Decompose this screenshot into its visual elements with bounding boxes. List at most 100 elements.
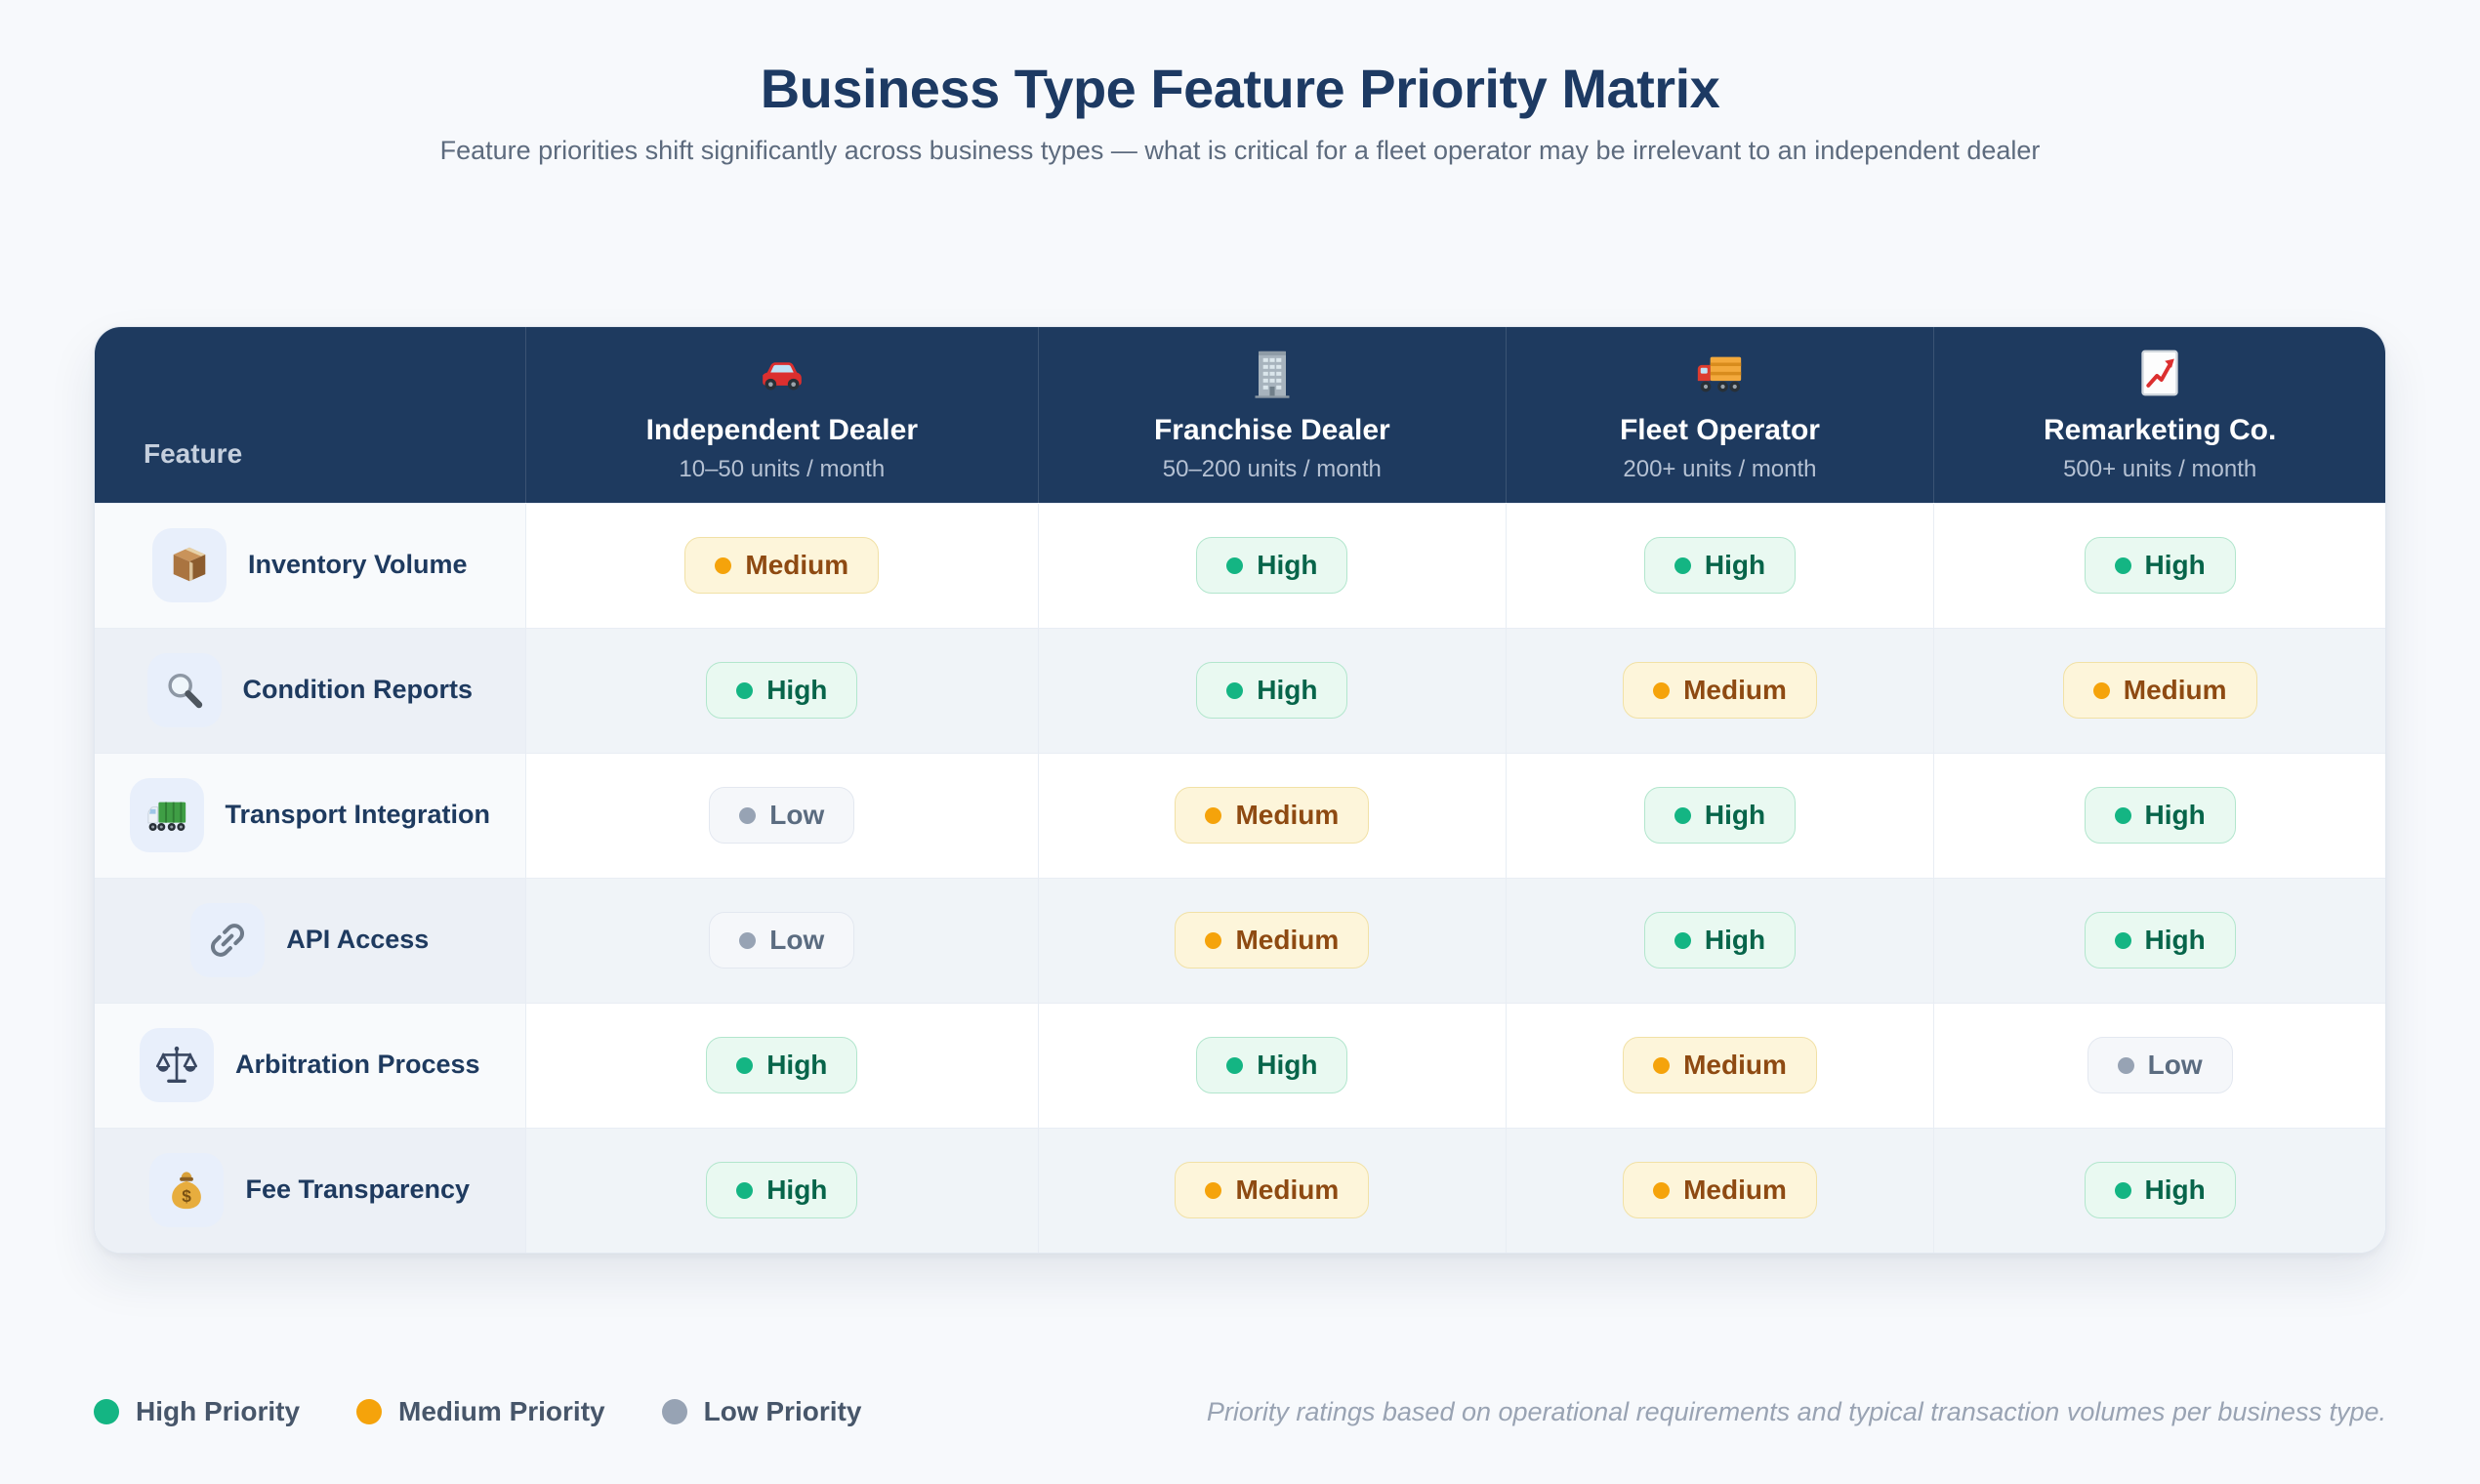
priority-dot-icon <box>2114 1181 2131 1199</box>
priority-cell: High <box>524 1002 1039 1128</box>
priority-label: High <box>2144 1175 2206 1206</box>
legend-item: High Priority <box>94 1396 300 1427</box>
legend-items: High Priority Medium Priority Low Priori… <box>94 1396 861 1427</box>
legend-item: Medium Priority <box>356 1396 605 1427</box>
column-header: Independent Dealer 10–50 units / month <box>524 327 1039 503</box>
priority-badge-medium: Medium <box>1623 1037 1817 1093</box>
column-volume: 500+ units / month <box>2063 456 2257 483</box>
priority-label: Medium <box>1683 1050 1787 1080</box>
priority-cell: High <box>524 627 1039 753</box>
priority-label: Low <box>2147 1050 2203 1080</box>
feature-content: Arbitration Process <box>139 1028 480 1102</box>
feature-column-header: Feature <box>95 327 526 503</box>
priority-cell: High <box>1505 752 1934 878</box>
priority-dot-icon <box>1674 556 1691 574</box>
priority-badge-medium: Medium <box>1175 1162 1370 1219</box>
priority-label: High <box>766 1175 828 1206</box>
priority-label: High <box>1257 675 1318 705</box>
priority-badge-high: High <box>2084 912 2236 969</box>
priority-dot-icon <box>1226 1056 1244 1074</box>
priority-cell: High <box>1038 627 1507 753</box>
feature-label: Condition Reports <box>242 675 474 705</box>
table-row: Arbitration Process High High Medium Low <box>95 1002 2385 1128</box>
priority-dot-icon <box>736 1056 754 1074</box>
priority-dot-icon <box>739 806 757 824</box>
svg-text:$: $ <box>183 1186 192 1206</box>
priority-badge-medium: Medium <box>1623 662 1817 719</box>
column-volume: 50–200 units / month <box>1162 456 1382 483</box>
priority-dot-icon <box>2114 806 2131 824</box>
priority-cell: High <box>1933 877 2385 1003</box>
priority-label: High <box>2144 925 2206 955</box>
page-subtitle: Feature priorities shift significantly a… <box>439 136 2041 165</box>
priority-label: High <box>766 1050 828 1080</box>
priority-badge-low: Low <box>709 787 855 844</box>
priority-label: Medium <box>1683 675 1787 705</box>
money-bag-icon: $ <box>149 1153 225 1228</box>
red-car-icon <box>755 346 809 400</box>
priority-badge-high: High <box>1196 537 1348 594</box>
priority-matrix-table: Feature Independent Dealer 10–50 units /… <box>95 327 2385 1253</box>
priority-label: Medium <box>1683 1175 1787 1206</box>
priority-cell: High <box>1038 1002 1507 1128</box>
header-row: Feature Independent Dealer 10–50 units /… <box>95 327 2385 503</box>
delivery-truck-icon <box>1692 346 1747 400</box>
priority-badge-high: High <box>1643 537 1797 594</box>
column-volume: 200+ units / month <box>1623 456 1817 483</box>
priority-dot-icon <box>2092 681 2110 699</box>
priority-cell: High <box>1505 502 1934 628</box>
priority-dot-icon <box>2117 1056 2134 1074</box>
priority-label: Low <box>769 925 825 955</box>
priority-cell: Medium <box>524 502 1039 628</box>
link-icon <box>190 903 266 977</box>
column-name: Independent Dealer <box>645 414 918 447</box>
priority-label: Medium <box>1235 800 1340 830</box>
priority-cell: Medium <box>1505 1127 1934 1253</box>
priority-dot-icon <box>1226 556 1244 574</box>
priority-dot-icon <box>2114 931 2131 949</box>
priority-dot-icon <box>739 931 757 949</box>
feature-label: Inventory Volume <box>248 550 468 580</box>
priority-label: High <box>2144 800 2206 830</box>
feature-cell: $ Fee Transparency <box>95 1127 526 1253</box>
feature-content: Condition Reports <box>146 653 474 727</box>
office-building-icon <box>1245 346 1300 400</box>
priority-label: Medium <box>2123 675 2227 705</box>
priority-dot-icon <box>1653 1056 1671 1074</box>
priority-badge-high: High <box>706 1037 858 1093</box>
priority-badge-high: High <box>1196 1037 1348 1093</box>
priority-label: High <box>1257 550 1318 580</box>
feature-cell: Inventory Volume <box>95 502 526 628</box>
priority-badge-medium: Medium <box>1175 787 1370 844</box>
priority-cell: Medium <box>1933 627 2385 753</box>
feature-label: API Access <box>286 925 430 955</box>
priority-dot-icon <box>715 556 732 574</box>
priority-cell: Medium <box>1505 627 1934 753</box>
priority-dot-icon <box>1674 806 1691 824</box>
legend-dot-icon <box>661 1399 687 1424</box>
priority-cell: Low <box>524 877 1039 1003</box>
priority-dot-icon <box>1653 681 1671 699</box>
footnote: Priority ratings based on operational re… <box>1206 1396 2386 1426</box>
priority-label: Medium <box>1235 1175 1340 1206</box>
priority-badge-low: Low <box>709 912 855 969</box>
priority-dot-icon <box>736 681 754 699</box>
priority-label: High <box>1704 800 1766 830</box>
column-name: Remarketing Co. <box>2043 414 2277 447</box>
feature-cell: Condition Reports <box>95 627 526 753</box>
priority-badge-high: High <box>1196 662 1348 719</box>
legend-dot-icon <box>356 1399 383 1424</box>
priority-dot-icon <box>2114 556 2131 574</box>
legend-bar: High Priority Medium Priority Low Priori… <box>94 1396 2386 1427</box>
priority-cell: High <box>1933 502 2385 628</box>
column-name: Franchise Dealer <box>1153 414 1390 447</box>
table-row: Transport Integration Low Medium High Hi… <box>95 752 2385 878</box>
table-row: API Access Low Medium High High <box>95 877 2385 1003</box>
column-header: Franchise Dealer 50–200 units / month <box>1038 327 1507 503</box>
priority-cell: High <box>1933 1127 2385 1253</box>
priority-cell: Medium <box>1038 1127 1507 1253</box>
feature-cell: Transport Integration <box>95 752 526 878</box>
priority-cell: High <box>1038 502 1507 628</box>
priority-label: High <box>2144 550 2206 580</box>
column-volume: 10–50 units / month <box>679 456 886 483</box>
